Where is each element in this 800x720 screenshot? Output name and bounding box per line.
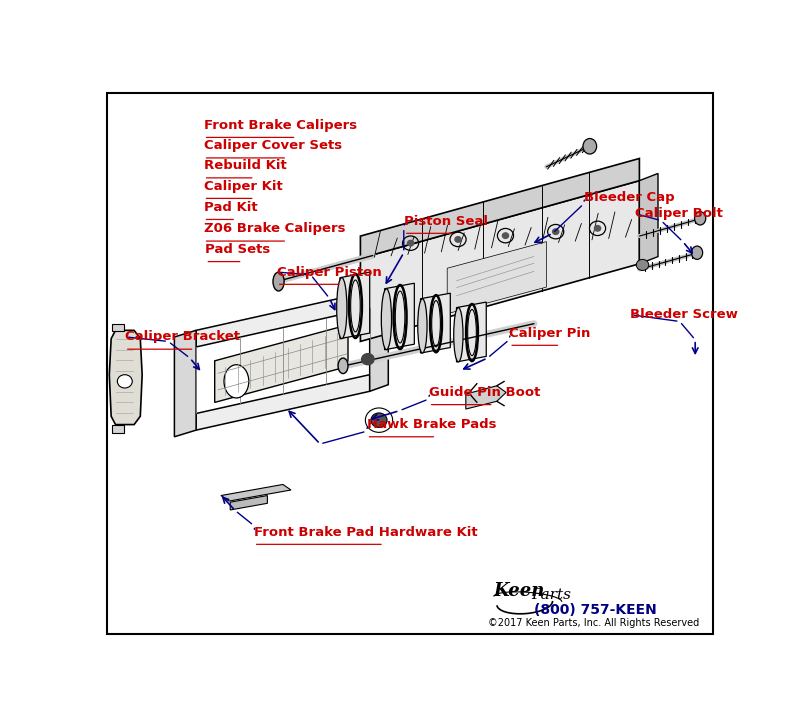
Text: Pad Sets: Pad Sets (206, 243, 270, 256)
Text: Keen: Keen (494, 582, 545, 600)
Text: (800) 757-KEEN: (800) 757-KEEN (534, 603, 657, 617)
Polygon shape (112, 425, 123, 433)
Polygon shape (221, 485, 291, 501)
Text: Pad Kit: Pad Kit (203, 201, 257, 214)
Text: Caliper Bolt: Caliper Bolt (635, 207, 723, 220)
Ellipse shape (224, 365, 249, 398)
Polygon shape (385, 283, 414, 350)
Ellipse shape (454, 307, 463, 362)
Polygon shape (340, 272, 370, 338)
Polygon shape (174, 330, 196, 437)
Text: Caliper Kit: Caliper Kit (203, 180, 282, 193)
Polygon shape (112, 324, 123, 331)
Ellipse shape (382, 289, 391, 350)
Text: ©2017 Keen Parts, Inc. All Rights Reserved: ©2017 Keen Parts, Inc. All Rights Reserv… (487, 618, 698, 628)
Circle shape (636, 259, 649, 271)
Ellipse shape (337, 278, 347, 338)
Polygon shape (230, 495, 267, 510)
Polygon shape (457, 302, 486, 362)
Polygon shape (421, 293, 450, 353)
Circle shape (502, 233, 509, 238)
Polygon shape (360, 158, 639, 258)
Polygon shape (196, 374, 370, 430)
Polygon shape (214, 325, 348, 402)
Polygon shape (360, 181, 639, 341)
Text: Front Brake Calipers: Front Brake Calipers (203, 119, 357, 132)
Polygon shape (466, 386, 506, 409)
Ellipse shape (583, 138, 597, 154)
Ellipse shape (418, 299, 427, 353)
Polygon shape (370, 302, 388, 391)
Text: Caliper Cover Sets: Caliper Cover Sets (203, 139, 342, 152)
Text: Caliper Pin: Caliper Pin (510, 327, 590, 340)
Circle shape (371, 413, 387, 428)
Text: Front Brake Pad Hardware Kit: Front Brake Pad Hardware Kit (254, 526, 478, 539)
Text: Bleeder Cap: Bleeder Cap (584, 191, 674, 204)
Ellipse shape (338, 358, 348, 374)
Text: Caliper Bracket: Caliper Bracket (125, 330, 240, 343)
Circle shape (553, 229, 559, 235)
Text: Caliper Piston: Caliper Piston (277, 266, 382, 279)
Ellipse shape (691, 246, 702, 259)
Polygon shape (639, 174, 658, 264)
Circle shape (594, 225, 601, 231)
Text: Piston Seal: Piston Seal (404, 215, 488, 228)
Polygon shape (196, 292, 370, 347)
Polygon shape (447, 242, 546, 314)
Circle shape (362, 354, 374, 365)
Ellipse shape (694, 212, 706, 225)
Text: Bleeder Screw: Bleeder Screw (630, 308, 738, 321)
Text: Rebuild Kit: Rebuild Kit (203, 159, 286, 172)
Circle shape (455, 237, 461, 242)
Circle shape (118, 374, 132, 388)
Ellipse shape (273, 272, 284, 291)
Polygon shape (110, 330, 142, 425)
Circle shape (407, 240, 414, 246)
Text: Z06 Brake Calipers: Z06 Brake Calipers (203, 222, 345, 235)
Text: Hawk Brake Pads: Hawk Brake Pads (366, 418, 496, 431)
Text: Parts: Parts (531, 588, 571, 603)
Text: Guide Pin Boot: Guide Pin Boot (429, 386, 540, 399)
